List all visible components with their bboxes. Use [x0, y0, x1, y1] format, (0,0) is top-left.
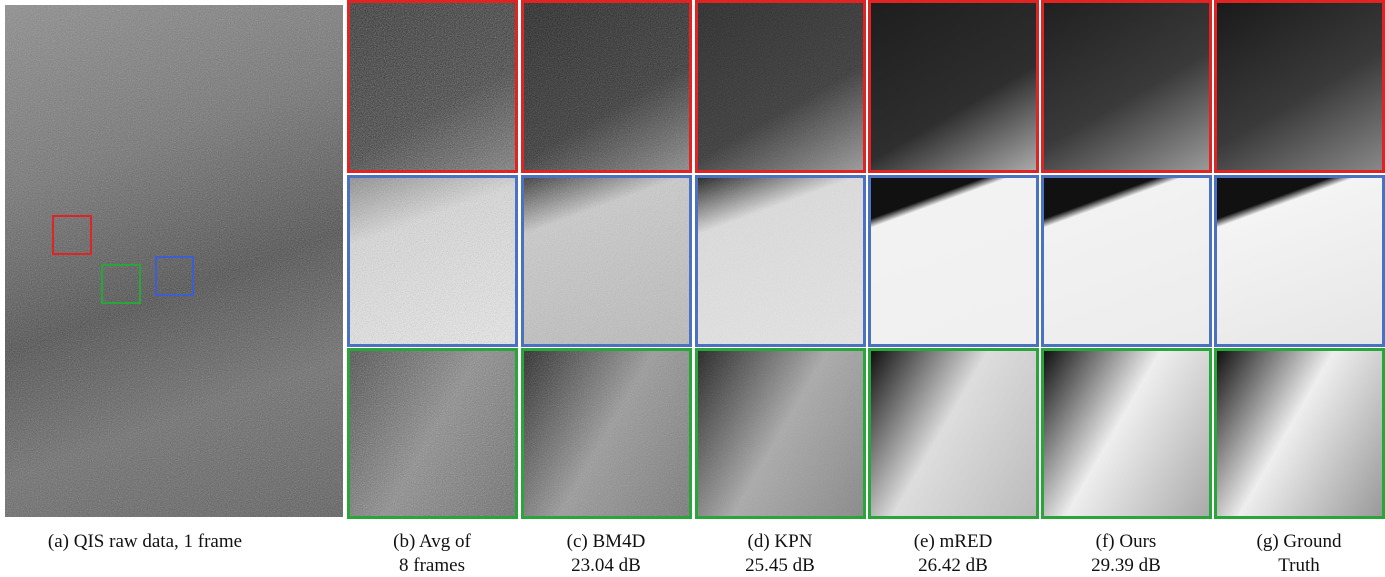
noise-texture [524, 3, 689, 170]
crop-image [868, 348, 1039, 519]
caption-line: 26.42 dB [868, 554, 1038, 577]
caption-line: 25.45 dB [695, 554, 865, 577]
crop-image [868, 0, 1039, 173]
crop-image [695, 0, 866, 173]
noise-texture [350, 3, 515, 170]
crop-image [521, 175, 692, 347]
caption-line: (c) BM4D [521, 530, 691, 554]
caption-line: (d) KPN [695, 530, 865, 554]
noise-texture [524, 351, 689, 516]
noise-texture [698, 178, 863, 344]
green-roi [101, 264, 141, 304]
crop-image [347, 0, 518, 173]
blue-roi [155, 256, 194, 296]
crop-image [868, 175, 1039, 347]
caption-line: (f) Ours [1041, 530, 1211, 554]
crop-image [521, 348, 692, 519]
crop-image [695, 175, 866, 347]
raw-image [5, 5, 343, 517]
caption-line: 23.04 dB [521, 554, 691, 577]
noise-texture [350, 178, 515, 344]
crop-image [695, 348, 866, 519]
caption-line: (b) Avg of [347, 530, 517, 554]
crop-image [347, 348, 518, 519]
crop-image [347, 175, 518, 347]
caption-line: 8 frames [347, 554, 517, 577]
caption-line: Truth [1214, 554, 1384, 577]
red-roi [52, 215, 92, 255]
crop-image [521, 0, 692, 173]
noise-texture [698, 3, 863, 170]
caption-line: 29.39 dB [1041, 554, 1211, 577]
crop-image [1214, 0, 1385, 173]
caption-line: (g) Ground [1214, 530, 1384, 554]
crop-image [1214, 175, 1385, 347]
crop-image [1214, 348, 1385, 519]
noise-texture [524, 178, 689, 344]
figure: (a) QIS raw data, 1 frame (b) Avg of8 fr… [0, 0, 1385, 577]
caption: (a) QIS raw data, 1 frame [0, 530, 290, 554]
crop-image [1041, 0, 1212, 173]
crop-image [1041, 348, 1212, 519]
caption-line: (e) mRED [868, 530, 1038, 554]
noise-texture [350, 351, 515, 516]
caption-line: (a) QIS raw data, 1 frame [0, 530, 290, 554]
crop-image [1041, 175, 1212, 347]
noise-texture [698, 351, 863, 516]
